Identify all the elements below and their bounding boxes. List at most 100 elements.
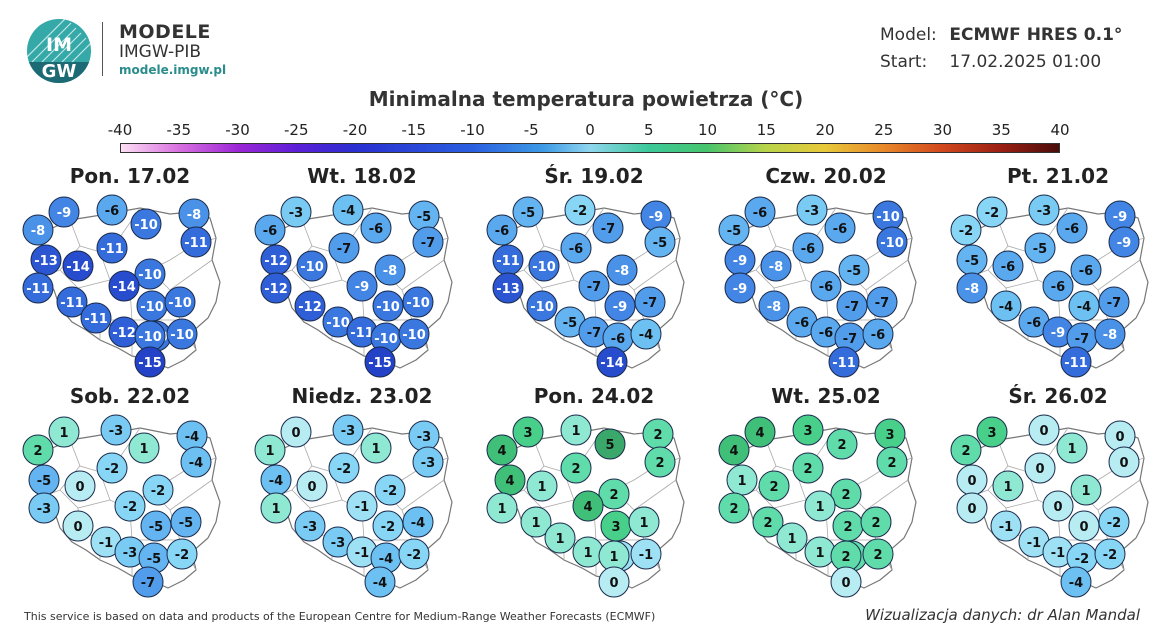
temperature-dot <box>752 506 784 538</box>
forecast-panel: Śr. 26.02 2 3 0 1 0 0 0 1 1 0 0 0 -1 0 -2 -1 -1 -2 -2 -4 <box>948 384 1168 598</box>
temperature-marker: 1 <box>776 522 808 554</box>
forecast-panel: Wt. 25.02443232122221222121220 <box>716 384 936 598</box>
temperature-dot <box>48 416 80 448</box>
temperature-value: -5 <box>179 516 193 531</box>
temperature-value: -11 <box>26 282 50 297</box>
temperature-marker: -1 <box>346 536 378 568</box>
panel-date-title: Pon. 17.02 <box>69 164 191 188</box>
temperature-value: -9 <box>613 300 627 315</box>
temperature-marker: -7 <box>578 270 610 302</box>
panel-date-title: Pt. 21.02 <box>1006 164 1110 188</box>
temperature-value: 4 <box>497 444 506 459</box>
temperature-value: -4 <box>269 474 283 489</box>
temperature-marker: -4 <box>1068 290 1100 322</box>
temperature-dot <box>328 232 360 264</box>
color-scale: -40 -35 -30 -25 -20 -15 -10 -5 0 5 10 15 20 25 30 35 40 <box>108 121 1070 153</box>
temperature-dot <box>792 452 824 484</box>
temperature-marker: -2 <box>374 474 406 506</box>
temperature-value: -12 <box>112 326 136 341</box>
temperature-marker: -5 <box>28 464 60 496</box>
temperature-marker: -6 <box>1042 270 1074 302</box>
temperature-value: -6 <box>1027 316 1041 331</box>
temperature-dot <box>950 214 982 246</box>
temperature-marker: 0 <box>1028 414 1060 446</box>
temperature-value: -7 <box>643 296 657 311</box>
temperature-dot <box>360 212 392 244</box>
temperature-value: -10 <box>402 328 426 343</box>
temperature-marker: -6 <box>744 196 776 228</box>
temperature-marker: -15 <box>364 346 396 378</box>
temperature-dot <box>594 428 626 460</box>
temperature-value: 1 <box>815 500 824 515</box>
temperature-value: -9 <box>1051 326 1065 341</box>
temperature-dot <box>164 286 196 318</box>
temperature-value: 0 <box>609 576 618 591</box>
temperature-value: -6 <box>795 316 809 331</box>
temperature-value: 1 <box>1067 442 1076 457</box>
temperature-value: -6 <box>1001 260 1015 275</box>
temperature-value: -6 <box>369 222 383 237</box>
temperature-value: 0 <box>1039 424 1048 439</box>
brand-subtitle: IMGW-PIB <box>119 42 202 62</box>
temperature-marker: 1 <box>628 506 660 538</box>
temperature-marker: -5 <box>512 196 544 228</box>
temperature-value: -2 <box>959 224 973 239</box>
temperature-marker: -9 <box>604 290 636 322</box>
temperature-marker: 2 <box>876 446 908 478</box>
temperature-dot <box>260 492 292 524</box>
temperature-value: -10 <box>406 296 430 311</box>
temperature-marker: -3 <box>28 492 60 524</box>
temperature-value: 1 <box>531 516 540 531</box>
temperature-marker: -6 <box>810 270 842 302</box>
temperature-dot <box>1108 446 1140 478</box>
temperature-dot <box>114 490 146 522</box>
temperature-marker: -2 <box>1094 538 1126 570</box>
temperature-value: -2 <box>381 520 395 535</box>
temperature-marker: -8 <box>178 198 210 230</box>
temperature-marker: -2 <box>1098 506 1130 538</box>
temperature-value: 0 <box>75 480 84 495</box>
temperature-marker: -6 <box>1056 212 1088 244</box>
brand-url[interactable]: modele.imgw.pl <box>119 63 227 77</box>
temperature-dot <box>412 446 444 478</box>
temperature-marker: -6 <box>1018 306 1050 338</box>
temperature-value: -7 <box>337 242 351 257</box>
temperature-marker: -2 <box>976 196 1008 228</box>
poland-map: 2 1 -3 1 -4 -2 -5 0 -2 -4 -3 -2 0 -5 -5 -1 -3 -5 -2 -7 <box>22 414 221 598</box>
temperature-value: 3 <box>611 520 620 535</box>
temperature-dot <box>724 272 756 304</box>
temperature-dot <box>364 346 396 378</box>
temperature-marker: -3 <box>100 414 132 446</box>
temperature-marker: -10 <box>134 258 166 290</box>
temperature-value: 1 <box>639 516 648 531</box>
poland-map: 1 0 -3 1 -3 -2 -4 0 -2 -3 1 -1 -3 -2 -4 -3 -1 -4 -2 -4 <box>254 414 453 598</box>
temperature-marker: -9 <box>724 272 756 304</box>
temperature-dot <box>992 470 1024 502</box>
temperature-value: 3 <box>987 426 996 441</box>
temperature-value: -2 <box>1075 552 1089 567</box>
temperature-value: -9 <box>733 282 747 297</box>
temperature-marker: -2 <box>142 474 174 506</box>
temperature-marker: 1 <box>804 490 836 522</box>
temperature-value: -10 <box>300 260 324 275</box>
temperature-value: -2 <box>573 204 587 219</box>
temperature-dot <box>296 250 328 282</box>
temperature-value: -2 <box>123 500 137 515</box>
temperature-marker: -8 <box>606 254 638 286</box>
temperature-value: 1 <box>271 502 280 517</box>
temperature-value: -7 <box>845 300 859 315</box>
temperature-value: -10 <box>138 330 162 345</box>
temperature-dot <box>1042 270 1074 302</box>
temperature-dot <box>862 318 894 350</box>
temperature-marker: -6 <box>792 232 824 264</box>
temperature-value: -15 <box>368 356 392 371</box>
scale-tick: 30 <box>932 121 953 139</box>
temperature-value: -4 <box>411 516 425 531</box>
temperature-marker: -11 <box>492 244 524 276</box>
temperature-marker: 2 <box>950 434 982 466</box>
temperature-marker: -7 <box>592 212 624 244</box>
temperature-marker: -10 <box>136 290 168 322</box>
scale-tick: -40 <box>107 121 133 139</box>
temperature-value: -3 <box>1037 204 1051 219</box>
temperature-value: 1 <box>139 442 148 457</box>
